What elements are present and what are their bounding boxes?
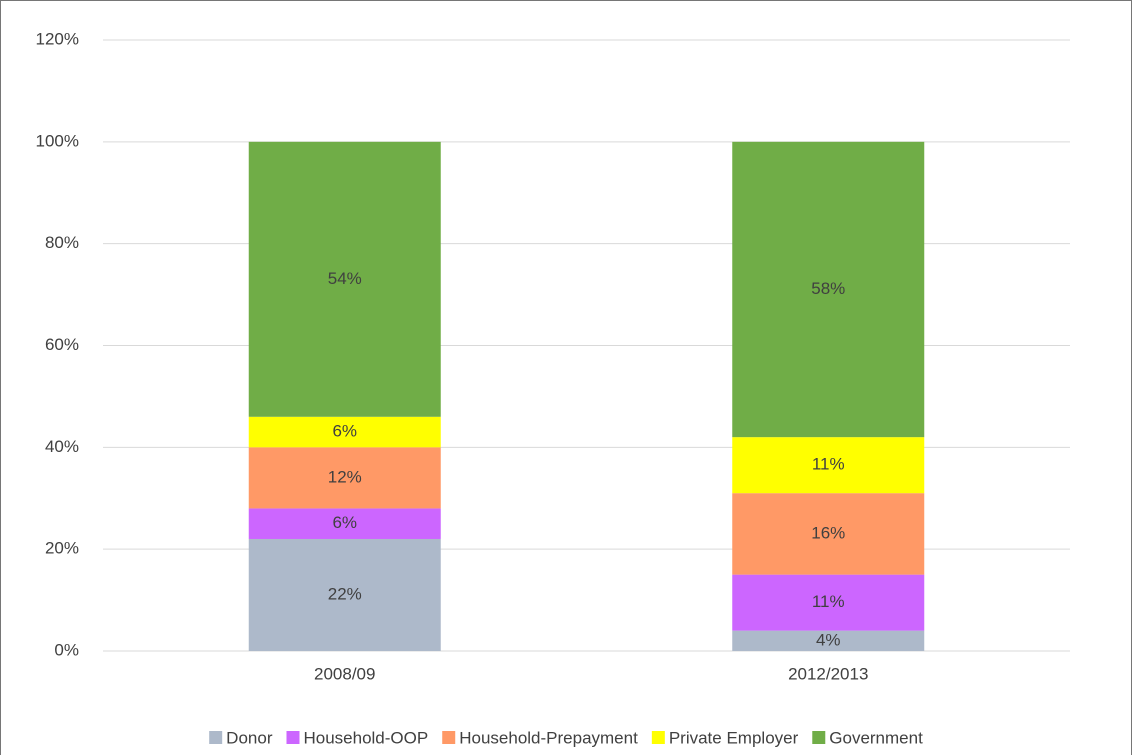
legend-swatch <box>209 731 223 744</box>
data-label: 22% <box>328 584 362 603</box>
bar-segment <box>732 630 925 651</box>
bar-segment <box>248 538 441 651</box>
data-label: 58% <box>811 279 845 298</box>
legend-swatch <box>812 731 826 744</box>
bar-segment <box>248 447 441 509</box>
x-tick-label: 2008/09 <box>314 664 375 683</box>
data-label: 54% <box>328 269 362 288</box>
data-label: 11% <box>812 455 845 474</box>
legend-label: Household-Prepayment <box>459 728 638 747</box>
bar-segment <box>248 416 441 448</box>
y-tick-label: 40% <box>45 437 79 456</box>
legend-swatch <box>286 731 300 744</box>
y-tick-label: 100% <box>36 131 79 150</box>
data-label: 6% <box>332 422 357 441</box>
legend-label: Household-OOP <box>303 728 428 747</box>
y-tick-label: 0% <box>54 640 79 659</box>
legend-label: Government <box>829 728 923 747</box>
y-tick-label: 80% <box>45 233 79 252</box>
data-label: 16% <box>811 523 845 542</box>
y-tick-label: 20% <box>45 539 79 558</box>
legend-swatch <box>442 731 456 744</box>
y-tick-label: 120% <box>36 29 79 48</box>
y-tick-label: 60% <box>45 335 79 354</box>
data-label: 11% <box>812 592 845 611</box>
data-label: 6% <box>332 513 357 532</box>
bar-segment <box>248 508 441 539</box>
bar-segment <box>732 141 925 438</box>
bar-segment <box>248 141 441 417</box>
data-label: 4% <box>816 630 841 649</box>
legend-label: Donor <box>226 728 273 747</box>
bar-segment <box>732 437 925 494</box>
bar-segment <box>732 493 925 575</box>
bar-segment <box>732 574 925 631</box>
legend-swatch <box>651 731 665 744</box>
x-tick-label: 2012/2013 <box>788 664 868 683</box>
data-label: 12% <box>328 467 362 486</box>
legend-label: Private Employer <box>669 728 799 747</box>
